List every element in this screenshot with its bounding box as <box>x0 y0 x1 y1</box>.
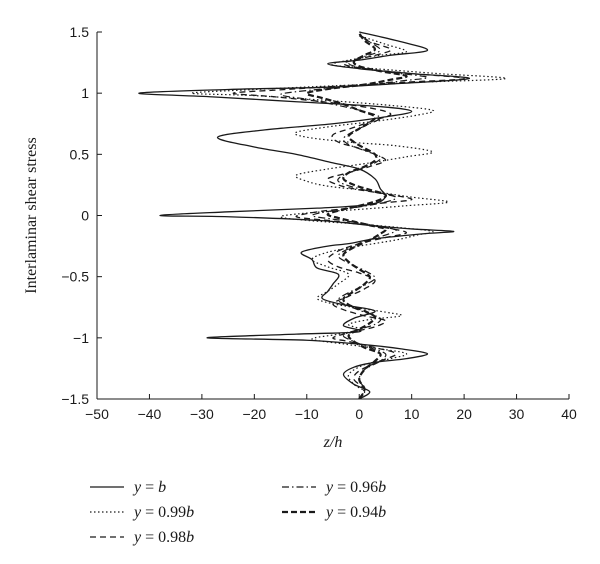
series-line-3 <box>232 35 465 400</box>
legend-label: y = 0.99b <box>132 504 194 521</box>
x-ticks: −50 −40 −30 −20 −10 0 10 20 30 40 <box>85 394 577 422</box>
x-tick-label: 40 <box>561 406 577 422</box>
legend-item: y = 0.98b <box>90 529 194 546</box>
x-tick-label: 0 <box>355 406 363 422</box>
y-tick-label: −1.5 <box>61 391 89 407</box>
x-tick-label: −20 <box>242 406 266 422</box>
legend-label: y = b <box>132 479 166 496</box>
series-line-1 <box>138 31 471 400</box>
x-tick-label: 30 <box>509 406 525 422</box>
y-ticks: −1.5 −1 −0.5 0 0.5 1 1.5 <box>61 24 102 407</box>
x-tick-label: −40 <box>138 406 162 422</box>
x-tick-label: 20 <box>456 406 472 422</box>
y-tick-label: 1 <box>81 85 89 101</box>
legend: y = b y = 0.99b y = 0.98b y = 0.96b y = 0.94… <box>90 479 386 546</box>
y-tick-label: 1.5 <box>70 24 90 40</box>
series-line-2 <box>190 35 507 400</box>
x-tick-label: −30 <box>190 406 214 422</box>
legend-label: y = 0.98b <box>132 529 194 546</box>
legend-item: y = b <box>90 479 166 496</box>
y-tick-label: 0.5 <box>70 146 90 162</box>
x-tick-label: 10 <box>404 406 420 422</box>
x-tick-label: −50 <box>85 406 109 422</box>
plot-area <box>138 31 507 400</box>
y-tick-label: −1 <box>73 330 89 346</box>
x-axis-title: z/h <box>323 434 343 451</box>
series-line-5 <box>305 32 408 400</box>
legend-label: y = 0.96b <box>324 479 386 496</box>
x-tick-label: −10 <box>295 406 319 422</box>
legend-item: y = 0.99b <box>90 504 194 521</box>
y-axis-title: Interlaminar shear stress <box>23 137 40 293</box>
legend-item: y = 0.94b <box>282 504 386 521</box>
y-tick-label: 0 <box>81 208 89 224</box>
legend-label: y = 0.94b <box>324 504 386 521</box>
y-tick-label: −0.5 <box>61 269 89 285</box>
legend-item: y = 0.96b <box>282 479 386 496</box>
